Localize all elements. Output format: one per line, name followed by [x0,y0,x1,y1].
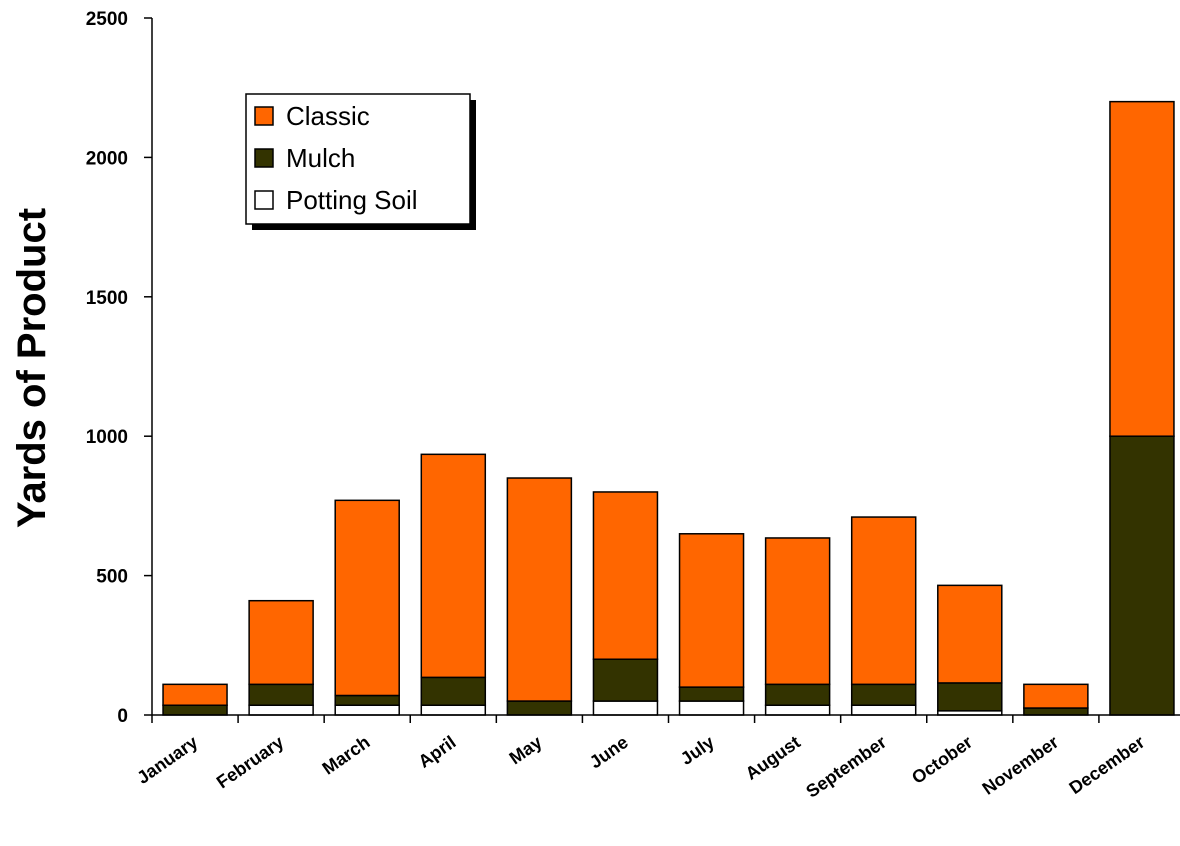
legend-swatch-mulch [254,148,274,168]
bar-stack-february [248,599,314,716]
bar-segment-mulch [678,686,745,702]
y-tick-label: 500 [96,567,128,588]
bar-segment-mulch [1109,435,1175,716]
bar-segment-mulch [162,704,228,716]
axes-layer [144,17,1180,723]
bar-stack-march [334,499,400,716]
legend-swatch-classic [254,106,274,126]
y-tick-labels: 0 500 1000 1500 2000 2500 [86,9,128,727]
bar-segment-classic [1109,100,1175,437]
bar-segment-mulch [420,676,487,706]
legend: Classic Mulch Potting Soil [245,93,476,230]
bar-stack-april [420,453,487,716]
bar-segment-mulch [592,658,659,702]
y-axis-title: Yards of Product [10,208,54,528]
legend-box [245,93,471,225]
bar-stack-may [506,477,573,716]
bar-segment-mulch [248,683,314,706]
x-category-label: April [415,732,460,772]
bar-stack-november [1023,683,1089,716]
bar-segment-mulch [1023,707,1089,716]
bar-stack-september [850,516,917,716]
x-category-label: January [133,732,201,788]
bar-segment-potting-soil [420,704,487,716]
bar-segment-potting-soil [850,704,917,716]
legend-label-potting-soil: Potting Soil [286,185,418,215]
bar-segment-classic [248,599,314,686]
y-tick-label: 1000 [86,427,128,448]
legend-label-mulch: Mulch [286,143,355,173]
bar-segment-mulch [850,683,917,706]
x-category-label: July [677,732,718,769]
y-tick-label: 1500 [86,288,128,309]
y-axis-title-group: Yards of Product [10,208,54,528]
bar-stack-august [764,537,831,716]
bar-segment-classic [850,516,917,686]
x-category-label: September [802,732,890,802]
bar-segment-classic [937,584,1003,684]
bar-segment-mulch [334,694,400,706]
bar-stack-october [937,584,1003,716]
x-category-label: May [506,732,546,768]
bar-segment-classic [592,491,659,660]
bar-segment-potting-soil [678,700,745,716]
bar-segment-classic [1023,683,1089,709]
bar-segment-mulch [506,700,573,716]
bar-segment-mulch [937,682,1003,712]
legend-label-classic: Classic [286,101,370,131]
bar-segment-classic [506,477,573,702]
bar-segment-potting-soil [334,704,400,716]
bar-segment-potting-soil [592,700,659,716]
bar-segment-classic [420,453,487,679]
bar-segment-mulch [764,683,831,706]
y-tick-label: 2000 [86,148,128,169]
x-category-label: December [1065,732,1148,798]
x-category-label: August [742,732,804,784]
legend-swatch-potting-soil [254,190,274,210]
bar-segment-classic [678,533,745,688]
bar-stack-july [678,533,745,716]
bar-stack-june [592,491,659,716]
bar-segment-potting-soil [764,704,831,716]
bar-segment-classic [162,683,228,706]
y-tick-label: 2500 [86,9,128,30]
x-category-label: June [586,732,632,772]
bar-stack-december [1109,100,1175,716]
bars-layer [162,100,1175,716]
bar-segment-classic [764,537,831,686]
bar-stack-january [162,683,228,716]
x-category-label: February [213,732,288,793]
bar-segment-potting-soil [248,704,314,716]
y-tick-label: 0 [117,706,128,727]
bar-segment-classic [334,499,400,697]
x-category-labels: January February March April May June July Augu… [133,732,1148,802]
x-category-label: November [979,732,1063,799]
x-category-label: March [319,732,374,779]
x-category-label: October [908,732,976,788]
